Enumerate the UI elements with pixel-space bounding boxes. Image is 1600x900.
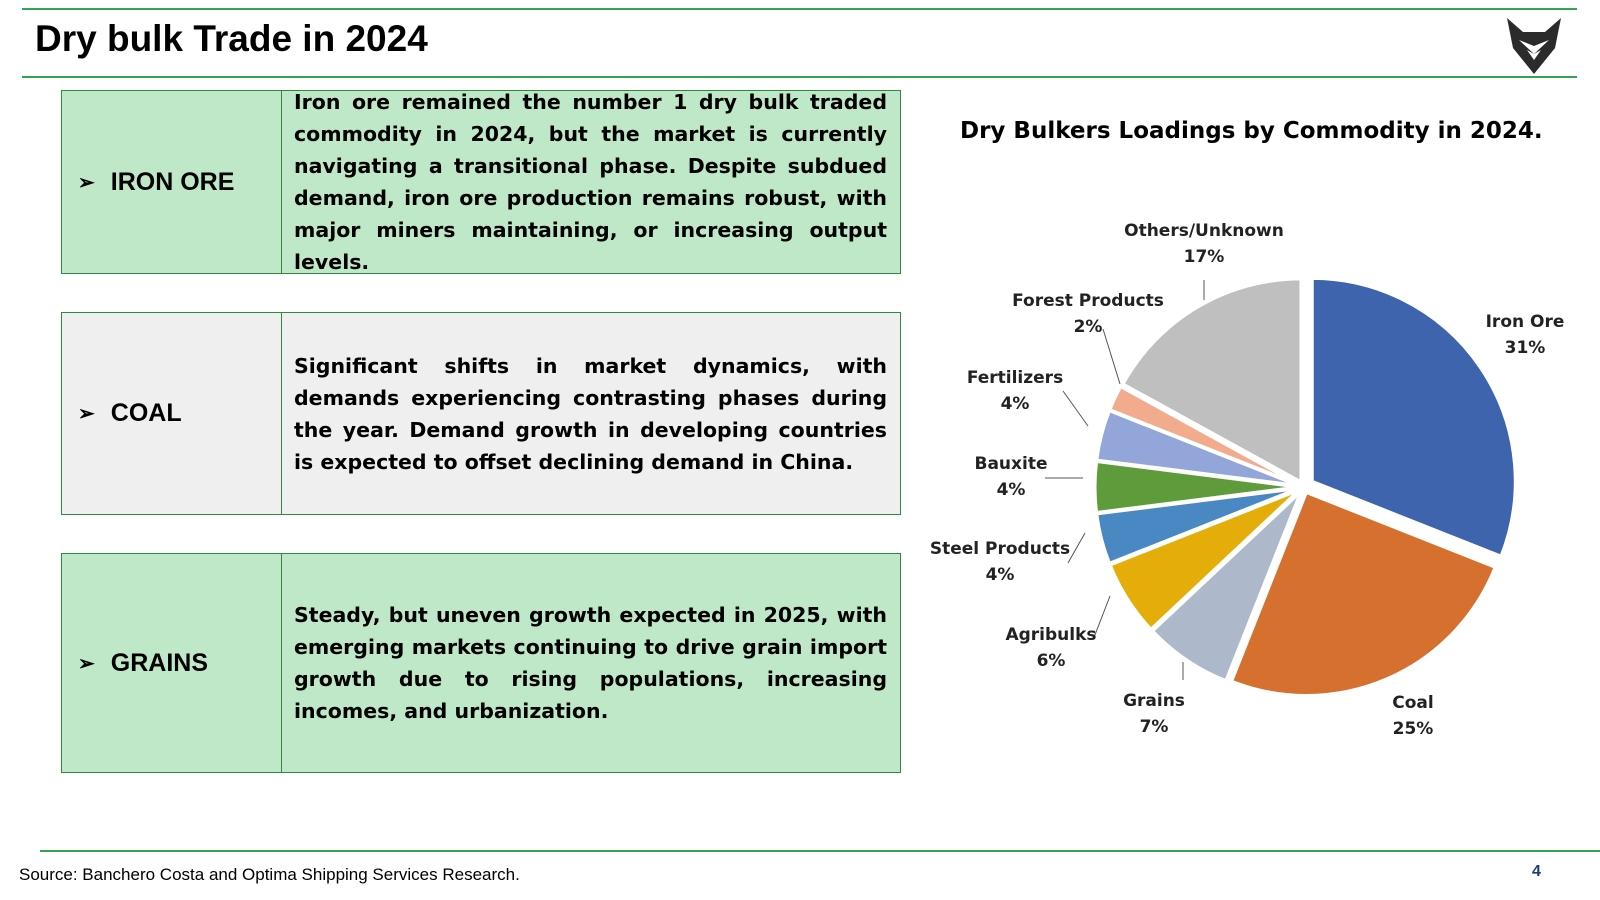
arrow-bullet-icon: ➢ — [78, 652, 95, 675]
slice-label-agribulks: Agribulks — [1005, 625, 1096, 645]
arrow-bullet-icon: ➢ — [78, 171, 95, 194]
leader-line-steel-products — [1067, 532, 1086, 564]
grains-title: GRAINS — [110, 648, 208, 677]
pie-slice-others-unknown — [1121, 277, 1303, 485]
slice-label-steel-products: Steel Products — [930, 539, 1070, 559]
slice-label-iron-ore: Iron Ore — [1486, 312, 1565, 332]
pie-slice-coal — [1229, 490, 1498, 697]
pie-slice-forest-products — [1107, 384, 1300, 486]
pie-slice-steel-products — [1095, 487, 1299, 566]
pie-slice-iron-ore — [1310, 276, 1517, 559]
footer-rule — [40, 850, 1600, 852]
fox-logo-icon — [1507, 18, 1561, 74]
slice-label-forest-products: Forest Products — [1012, 291, 1164, 311]
slice-percent-agribulks: 6% — [1037, 651, 1066, 671]
grains-label: ➢ GRAINS — [62, 554, 282, 772]
iron-ore-title: IRON ORE — [110, 167, 235, 196]
slice-percent-fertilizers: 4% — [1001, 394, 1030, 414]
slice-percent-forest-products: 2% — [1074, 317, 1103, 337]
slice-percent-coal: 25% — [1393, 719, 1434, 739]
slice-percent-steel-products: 4% — [986, 565, 1015, 585]
iron-ore-description: Iron ore remained the number 1 dry bulk … — [294, 90, 887, 274]
title-underline — [22, 76, 1577, 78]
coal-description: Significant shifts in market dynamics, w… — [294, 353, 887, 474]
arrow-bullet-icon: ➢ — [78, 403, 95, 425]
iron-ore-card: ➢ IRON ORE Iron ore remained the number … — [61, 90, 901, 274]
leader-line-fertilizers — [1062, 390, 1089, 427]
pie-slice-agribulks — [1108, 488, 1300, 632]
slice-label-bauxite: Bauxite — [975, 454, 1048, 474]
grains-description: Steady, but uneven growth expected in 20… — [294, 603, 887, 723]
slice-label-grains: Grains — [1123, 691, 1185, 711]
slice-percent-grains: 7% — [1140, 717, 1169, 737]
coal-label: ➢ COAL — [62, 313, 282, 514]
slice-percent-others-unknown: 17% — [1184, 247, 1225, 267]
source-note: Source: Banchero Costa and Optima Shippi… — [19, 865, 520, 884]
top-rule — [22, 8, 1577, 10]
slice-label-fertilizers: Fertilizers — [967, 368, 1063, 388]
grains-card: ➢ GRAINS Steady, but uneven growth expec… — [61, 553, 901, 773]
page-title: Dry bulk Trade in 2024 — [35, 18, 428, 59]
iron-ore-label: ➢ IRON ORE — [62, 91, 282, 273]
coal-card: ➢ COAL Significant shifts in market dyna… — [61, 312, 901, 515]
slice-percent-iron-ore: 31% — [1505, 338, 1546, 358]
pie-slice-bauxite — [1093, 459, 1299, 515]
slice-label-others-unknown: Others/Unknown — [1124, 221, 1284, 241]
page-number: 4 — [1532, 863, 1541, 880]
coal-title: COAL — [110, 399, 182, 427]
slice-label-coal: Coal — [1392, 693, 1433, 713]
pie-slice-grains — [1150, 490, 1303, 683]
leader-line-forest-products — [1102, 328, 1121, 385]
leader-line-agribulks — [1092, 595, 1111, 641]
slice-percent-bauxite: 4% — [997, 480, 1026, 500]
chart-title: Dry Bulkers Loadings by Commodity in 202… — [960, 118, 1543, 144]
